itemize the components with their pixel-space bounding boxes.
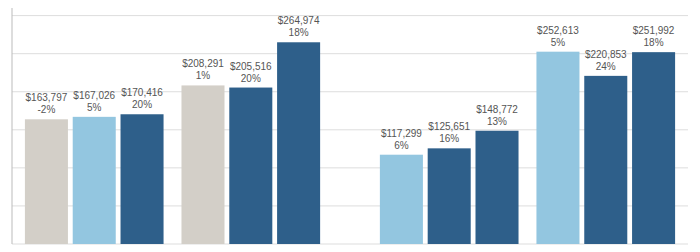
grid-line	[12, 15, 688, 16]
chart: $163,797-2%$167,0265%$170,41620%$208,291…	[0, 0, 700, 252]
data-label-line: 20%	[132, 99, 152, 110]
bar	[181, 85, 224, 244]
bar	[73, 117, 116, 244]
data-label: $170,41620%	[121, 87, 163, 110]
data-label: $167,0265%	[73, 90, 115, 113]
data-label-line: $163,797	[26, 92, 68, 103]
data-label-line: $167,026	[73, 90, 115, 101]
bar	[380, 155, 423, 244]
data-label-line: $117,299	[381, 128, 422, 139]
data-label-line: 13%	[487, 116, 507, 127]
data-label-line: $264,974	[278, 15, 320, 26]
data-label-line: 24%	[596, 61, 616, 72]
bar	[25, 119, 68, 244]
data-labels: $163,797-2%$167,0265%$170,41620%$208,291…	[26, 15, 675, 150]
data-label: $148,77213%	[476, 104, 518, 127]
data-label: $252,6135%	[537, 25, 579, 48]
bar	[277, 42, 320, 244]
data-label: $163,797-2%	[26, 92, 68, 115]
data-label-line: $252,613	[537, 25, 579, 36]
data-label-line: -2%	[38, 104, 56, 115]
bar	[536, 52, 579, 244]
bar	[229, 88, 272, 244]
data-label-line: $220,853	[585, 49, 627, 60]
data-label-line: $205,516	[230, 61, 272, 72]
data-label: $205,51620%	[230, 61, 272, 84]
y-axis-line	[12, 8, 13, 244]
data-label: $117,2996%	[381, 128, 422, 151]
data-label-line: 6%	[394, 140, 409, 151]
data-label-line: $208,291	[182, 58, 224, 69]
data-label-line: 5%	[551, 37, 566, 48]
data-label: $220,85324%	[585, 49, 627, 72]
data-label-line: $125,651	[428, 121, 470, 132]
data-label-line: $170,416	[121, 87, 163, 98]
bar	[475, 131, 518, 244]
data-label: $251,99218%	[633, 25, 675, 48]
data-label-line: 5%	[87, 102, 102, 113]
bar	[584, 76, 627, 244]
bars	[25, 42, 675, 244]
bar	[632, 52, 675, 244]
data-label-line: 20%	[241, 73, 261, 84]
data-label-line: $251,992	[633, 25, 675, 36]
bar	[121, 114, 164, 244]
data-label-line: 16%	[439, 133, 459, 144]
bar	[428, 148, 471, 244]
data-label: $125,65116%	[428, 121, 470, 144]
data-label-line: 18%	[644, 37, 664, 48]
data-label-line: 1%	[196, 70, 211, 81]
data-label: $264,97418%	[278, 15, 320, 38]
data-label: $208,2911%	[182, 58, 224, 81]
data-label-line: $148,772	[476, 104, 518, 115]
data-label-line: 18%	[289, 27, 309, 38]
grid	[12, 16, 688, 244]
